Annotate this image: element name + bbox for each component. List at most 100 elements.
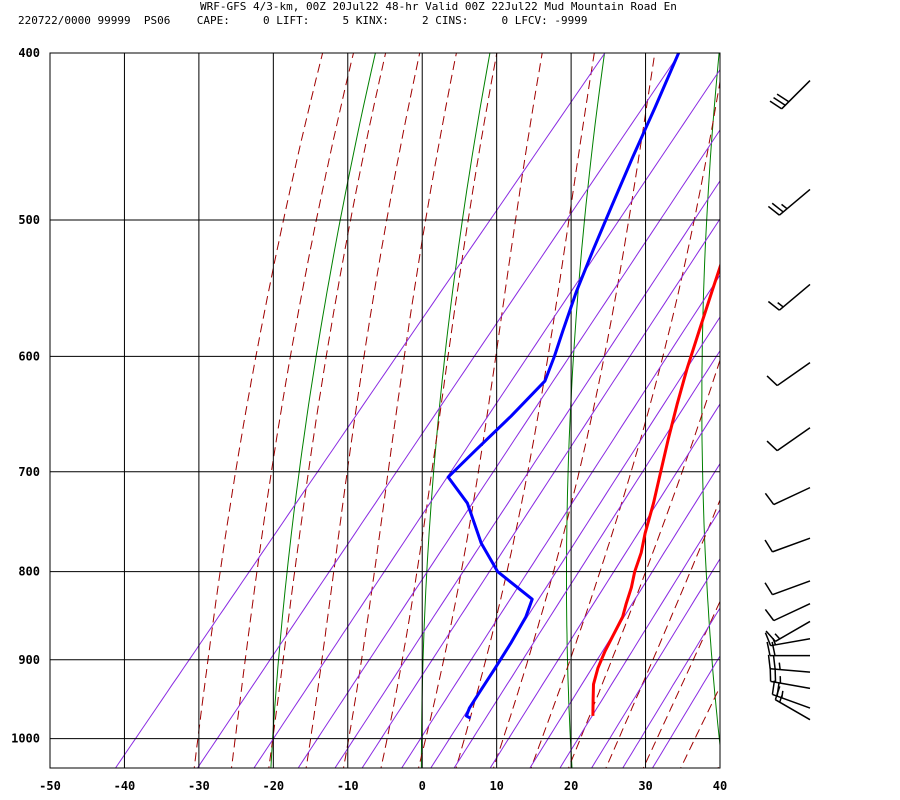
temperature-profile <box>591 262 720 716</box>
wind-barb-flag <box>766 375 778 387</box>
y-tick-label: 500 <box>18 213 40 227</box>
wind-barb <box>767 188 811 216</box>
x-tick-label: -50 <box>39 779 61 793</box>
dry-adiabat <box>701 53 720 750</box>
x-tick-label: 0 <box>419 779 426 793</box>
mixing-ratio-line <box>253 68 720 768</box>
x-tick-label: -40 <box>114 779 136 793</box>
y-tick-label: 600 <box>18 349 40 363</box>
dry-adiabat <box>829 0 875 775</box>
wind-barb-flag <box>769 100 783 110</box>
wind-barb-flag <box>773 96 786 106</box>
moist-adiabat <box>193 53 324 768</box>
wind-barb <box>764 632 811 647</box>
y-tick-label: 900 <box>18 653 40 667</box>
moist-adiabat <box>305 53 421 768</box>
mixing-ratio-line <box>297 129 720 768</box>
x-tick-label: -30 <box>188 779 210 793</box>
chart-title: WRF-GFS 4/3-km, 00Z 20Jul22 48-hr Valid … <box>200 0 677 13</box>
y-tick-label: 700 <box>18 465 40 479</box>
wind-barb-staff <box>776 427 811 452</box>
wind-barb-flag <box>776 93 790 103</box>
wind-barb-staff <box>778 283 811 311</box>
wind-barb-staff <box>772 693 811 709</box>
plot-frame <box>49 52 721 769</box>
y-tick-label: 400 <box>18 46 40 60</box>
wind-barb-staff <box>773 603 811 622</box>
moist-adiabat <box>492 53 656 768</box>
mixing-ratio-line <box>453 349 720 768</box>
wind-barb-staff <box>773 486 811 506</box>
wind-barb-flag <box>767 654 771 669</box>
wind-barb-half-flag <box>778 695 783 703</box>
moist-adiabat <box>230 53 355 768</box>
wind-barb-half-flag <box>777 302 784 308</box>
wind-barb-flag <box>767 205 780 216</box>
wind-barb <box>766 362 811 387</box>
wind-barb <box>769 667 811 690</box>
wind-barb-flag <box>771 641 776 656</box>
mixing-ratio-line <box>401 274 720 768</box>
wind-barb-flag <box>766 440 778 452</box>
dry-adiabat <box>270 53 376 768</box>
dewpoint-profile <box>446 53 680 720</box>
wind-barb-flag <box>774 686 781 700</box>
wind-barb-flag <box>764 492 775 505</box>
mixing-ratio-line <box>196 53 681 768</box>
wind-barb-staff <box>774 620 811 643</box>
x-tick-label: 10 <box>489 779 503 793</box>
mixing-ratio-line <box>489 403 720 768</box>
wind-barb-staff <box>770 667 811 673</box>
wind-barb-half-flag <box>772 638 777 646</box>
wind-barb-flag <box>771 680 776 695</box>
mixing-ratio-line <box>361 218 720 768</box>
moist-adiabat <box>642 600 720 768</box>
wind-barb-flag <box>772 655 776 670</box>
mixing-ratio-line <box>334 180 720 768</box>
mixing-ratio-line <box>591 557 720 768</box>
wind-barb-staff <box>772 537 811 553</box>
wind-barb <box>769 80 811 110</box>
dry-adiabat <box>420 53 491 768</box>
dry-adiabat <box>566 53 606 768</box>
wind-barb <box>774 686 811 721</box>
moist-adiabat <box>567 358 720 768</box>
moist-adiabat <box>380 53 498 768</box>
wind-barb-half-flag <box>778 662 781 670</box>
wind-barb <box>767 654 811 673</box>
moist-adiabat <box>530 78 720 768</box>
y-tick-label: 1000 <box>11 732 40 746</box>
x-tick-label: -10 <box>337 779 359 793</box>
wind-barb-flag <box>764 539 774 553</box>
moist-adiabat <box>717 762 720 768</box>
wind-barb <box>766 427 811 452</box>
wind-barb <box>766 641 810 657</box>
wind-barb <box>764 603 811 622</box>
wind-barb-flag <box>764 608 775 622</box>
sounding-indices: 220722/0000 99999 PS06 CAPE: 0 LIFT: 5 K… <box>18 14 588 27</box>
wind-barb <box>764 486 811 506</box>
wind-barb-staff <box>772 580 811 596</box>
moist-adiabat <box>268 53 387 768</box>
wind-barb-flag <box>766 641 771 656</box>
wind-barb <box>764 580 811 596</box>
wind-barb-flag <box>767 300 780 311</box>
wind-barb-half-flag <box>781 203 788 210</box>
x-tick-label: -20 <box>262 779 284 793</box>
mixing-ratio-line <box>529 462 720 768</box>
wind-barb-flag <box>764 632 772 646</box>
wind-barb-staff <box>770 637 811 647</box>
wind-barb-half-flag <box>774 633 781 640</box>
moist-adiabat <box>455 53 595 768</box>
x-tick-label: 20 <box>564 779 578 793</box>
wind-barb <box>764 537 811 553</box>
wind-barb-staff <box>776 362 811 387</box>
mixing-ratio-line <box>430 316 720 768</box>
wind-barb-staff <box>781 80 811 110</box>
wind-barb-flag <box>771 202 784 213</box>
x-tick-label: 40 <box>713 779 727 793</box>
wind-barb <box>767 283 811 311</box>
mixing-ratio-line <box>622 607 720 768</box>
mixing-ratio-line <box>559 508 720 768</box>
